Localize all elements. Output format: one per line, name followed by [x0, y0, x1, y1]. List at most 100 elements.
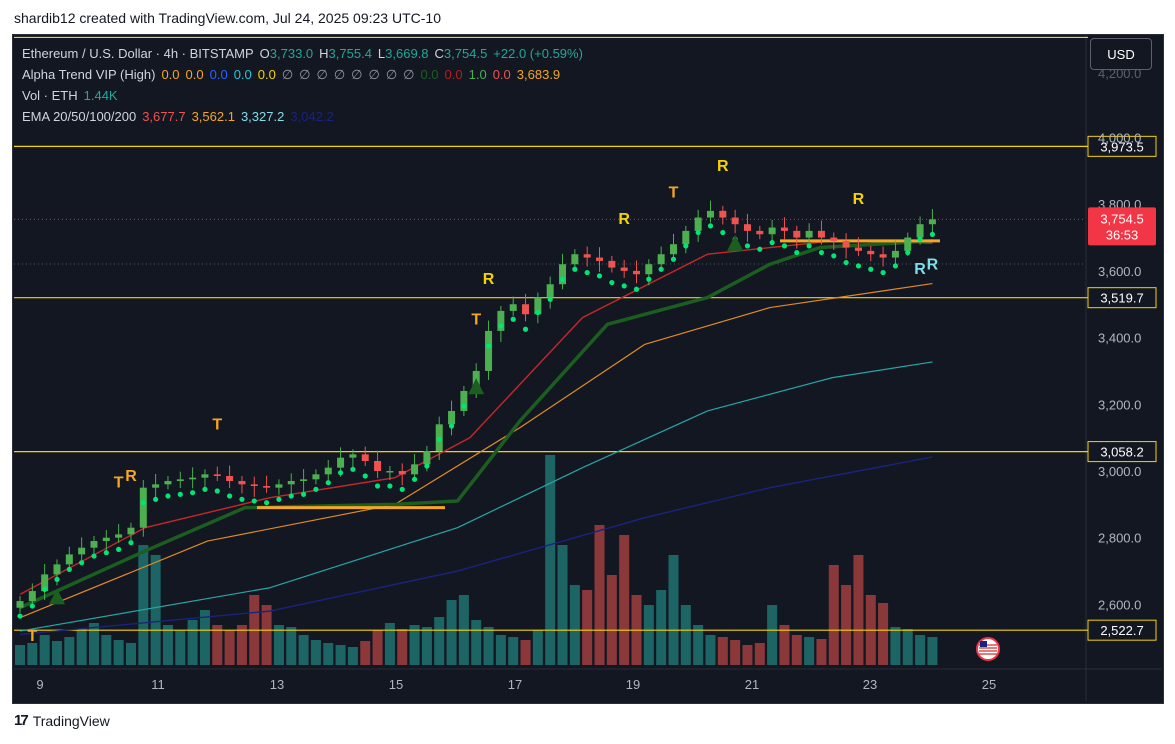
volume-bar — [915, 635, 926, 665]
volume-bar — [680, 605, 691, 665]
trail-dot — [337, 470, 344, 476]
volume-bar — [88, 623, 99, 665]
trail-dot — [153, 496, 159, 502]
candle-body — [928, 219, 936, 225]
ema100-line — [19, 361, 933, 632]
trail-dot — [670, 256, 677, 262]
volume-bar — [532, 630, 543, 665]
candle-body — [176, 479, 184, 482]
candle-body — [669, 244, 677, 255]
alpha-trend-value: ∅ — [368, 67, 380, 82]
volume-bar — [187, 620, 198, 665]
flag-canton — [980, 641, 987, 647]
alpha-trend-name: Alpha Trend VIP (High) — [22, 67, 156, 82]
currency-button[interactable]: USD — [1090, 38, 1152, 70]
ema20-line — [19, 240, 933, 596]
volume-bar — [668, 555, 679, 665]
volume-bar — [902, 629, 913, 665]
trail-dot — [227, 493, 233, 499]
volume-bar — [51, 641, 62, 665]
candle-body — [731, 217, 739, 225]
trail-dot — [609, 279, 615, 286]
signal-label: R — [717, 158, 729, 175]
candle-body — [189, 477, 197, 480]
h-label: H — [319, 46, 329, 61]
legend-ema-line: EMA 20/50/100/200 3,677.7 3,562.1 3,327.2 3,… — [22, 109, 346, 124]
alpha-trend-value: ∅ — [299, 67, 311, 82]
signal-label: R — [914, 261, 926, 278]
o-label: O — [259, 46, 270, 61]
candle-body — [263, 486, 271, 488]
ema-values: 3,677.7 3,562.1 3,327.2 3,042.2 — [142, 109, 340, 124]
ema50-line — [19, 282, 933, 619]
trail-dot — [461, 403, 467, 409]
volume-bar — [150, 555, 161, 665]
trail-dot — [522, 326, 529, 332]
volume-bar — [791, 635, 802, 665]
countdown-label: 36:53 — [1106, 227, 1139, 242]
current-price-label: 3,754.5 — [1100, 211, 1143, 226]
volume-bar — [397, 629, 408, 665]
volume-bar — [693, 625, 704, 665]
x-tick-label: 9 — [36, 677, 43, 692]
volume-bar — [705, 635, 716, 665]
volume-bar — [421, 627, 432, 665]
candle-body — [275, 484, 283, 488]
candle-body — [657, 254, 665, 265]
y-tick-label: 3,000.0 — [1098, 464, 1141, 479]
trail-dot — [720, 229, 726, 236]
trail-dot — [535, 309, 541, 316]
candle-body — [250, 484, 258, 487]
level-tag-label: 3,519.7 — [1100, 291, 1143, 306]
trail-dot — [683, 243, 689, 249]
level-tag — [1087, 135, 1157, 157]
trail-dot — [596, 273, 603, 279]
volume-bar — [582, 590, 593, 665]
trail-dot — [300, 491, 307, 497]
trail-dot — [91, 553, 97, 559]
legend-open: 3,733.0 — [269, 46, 314, 61]
trail-dot — [251, 498, 257, 504]
trail-dot — [621, 283, 627, 289]
volume-bar — [27, 643, 38, 665]
trail-dot — [325, 480, 331, 486]
volume-bar — [717, 637, 728, 665]
volume-bar — [779, 625, 790, 665]
alpha-trend-value: ∅ — [403, 67, 415, 82]
trail-dot — [103, 550, 109, 556]
buy-signal-icon — [468, 378, 485, 395]
candle-body — [337, 457, 345, 468]
level-tag-label: 3,973.5 — [1100, 139, 1143, 154]
volume-bar — [261, 605, 272, 665]
trail-dot — [855, 263, 862, 269]
legend-high: 3,755.4 — [328, 46, 372, 61]
trail-dot — [744, 243, 751, 249]
trail-dot — [362, 473, 368, 479]
trail-dot — [485, 343, 492, 349]
candle-body — [164, 481, 172, 485]
trail-dot — [794, 249, 800, 256]
volume-bar — [298, 635, 309, 665]
candle-body — [645, 264, 653, 275]
trail-dot — [140, 500, 146, 506]
candle-body — [706, 210, 714, 218]
x-tick-label: 15 — [389, 677, 403, 692]
volume-bar — [656, 590, 667, 665]
candle-body — [411, 464, 419, 475]
candle-body — [509, 304, 517, 311]
legend-close: 3,754.5 — [443, 46, 488, 61]
trail-dot — [843, 259, 849, 266]
candle-body — [102, 537, 110, 542]
candle-body — [65, 554, 73, 565]
candle-body — [398, 471, 406, 475]
candle-body — [349, 454, 357, 458]
volume-name: Vol · ETH — [22, 88, 78, 103]
candle-body — [891, 250, 899, 258]
candle-body — [559, 264, 567, 285]
trail-dot — [399, 486, 405, 492]
trail-dot — [818, 249, 825, 256]
volume-bar — [446, 600, 457, 665]
x-tick-label: 13 — [270, 677, 284, 692]
volume-bar — [199, 610, 210, 665]
